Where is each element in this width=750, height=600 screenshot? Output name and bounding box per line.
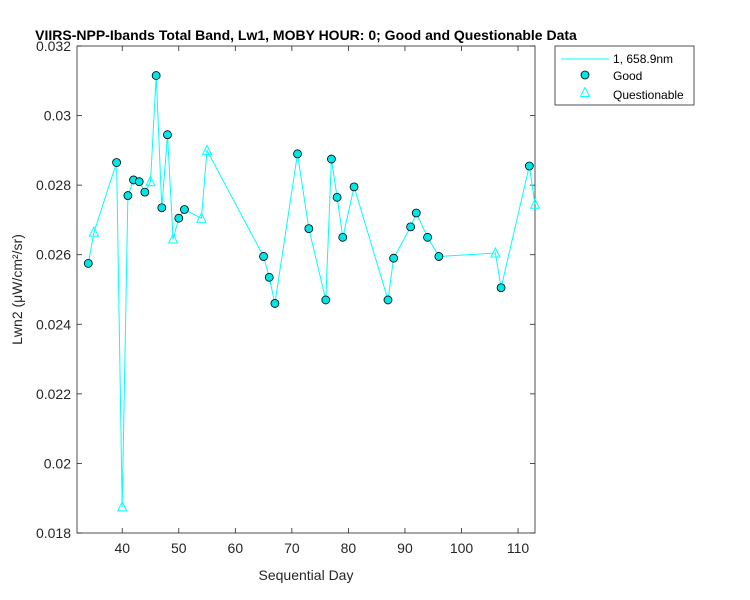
legend-questionable-marker [579, 86, 591, 97]
plot-area [76, 45, 536, 534]
good-point [123, 191, 133, 200]
legend-entry-good: Good [613, 69, 642, 83]
x-tick-label: 40 [114, 540, 130, 556]
y-tick-label: 0.03 [44, 108, 71, 124]
good-point [140, 187, 150, 197]
y-tick-label: 0.024 [36, 316, 71, 332]
y-tick-label: 0.022 [36, 386, 71, 402]
good-point [338, 232, 348, 242]
good-point [524, 161, 534, 171]
good-point [157, 203, 167, 213]
good-point [293, 149, 302, 159]
x-tick-label: 70 [284, 540, 300, 556]
chart-title: VIIRS-NPP-Ibands Total Band, Lw1, MOBY H… [35, 27, 577, 43]
y-tick-label: 0.018 [36, 525, 71, 541]
x-tick-label: 90 [397, 540, 413, 556]
x-tick-label: 50 [171, 540, 187, 556]
good-point [163, 130, 172, 140]
x-tick-label: 100 [450, 540, 474, 556]
axis-ticks: 40 50 60 70 80 90 100 110 0.018 0.02 0.022 0.024 0.0… [36, 38, 535, 556]
good-point [332, 192, 342, 202]
good-point [496, 283, 506, 293]
y-axis-label: Lwn2 (μW/cm²/sr) [9, 234, 25, 345]
y-tick-label: 0.028 [36, 177, 71, 193]
good-point [264, 272, 274, 282]
questionable-point [145, 175, 156, 187]
good-point [434, 252, 444, 261]
good-point [174, 213, 184, 223]
x-tick-label: 110 [507, 540, 530, 556]
good-point [389, 253, 399, 263]
questionable-point [167, 232, 179, 244]
y-tick-label: 0.026 [36, 247, 71, 263]
questionable-point [116, 500, 128, 512]
questionable-point [201, 144, 213, 155]
good-point [411, 208, 421, 218]
good-point [423, 232, 432, 242]
legend: 1, 658.9nm Good Questionable [554, 45, 695, 106]
y-tick-label: 0.02 [44, 455, 71, 471]
legend-entry-line: 1, 658.9nm [613, 52, 673, 66]
x-axis-label: Sequential Day [259, 567, 354, 583]
good-point [134, 177, 144, 187]
questionable-point [490, 246, 501, 258]
legend-entry-questionable: Questionable [613, 88, 684, 102]
good-point [349, 182, 359, 192]
good-point [180, 205, 189, 214]
good-point [83, 259, 93, 268]
questionable-point [529, 198, 541, 209]
legend-box [554, 45, 695, 106]
good-point [327, 154, 336, 164]
y-tick-label: 0.032 [36, 38, 71, 54]
good-point [112, 158, 121, 167]
good-point [406, 222, 416, 232]
good-point [304, 224, 314, 234]
legend-good-marker [580, 70, 590, 80]
good-point [259, 252, 268, 261]
questionable-point [88, 225, 100, 237]
series-marker-layer [83, 71, 541, 512]
x-tick-label: 80 [341, 540, 357, 556]
good-point [270, 299, 280, 308]
questionable-point [196, 212, 207, 223]
good-point [321, 295, 331, 305]
x-tick-label: 60 [228, 540, 244, 556]
good-point [151, 71, 161, 80]
good-point [383, 295, 393, 305]
